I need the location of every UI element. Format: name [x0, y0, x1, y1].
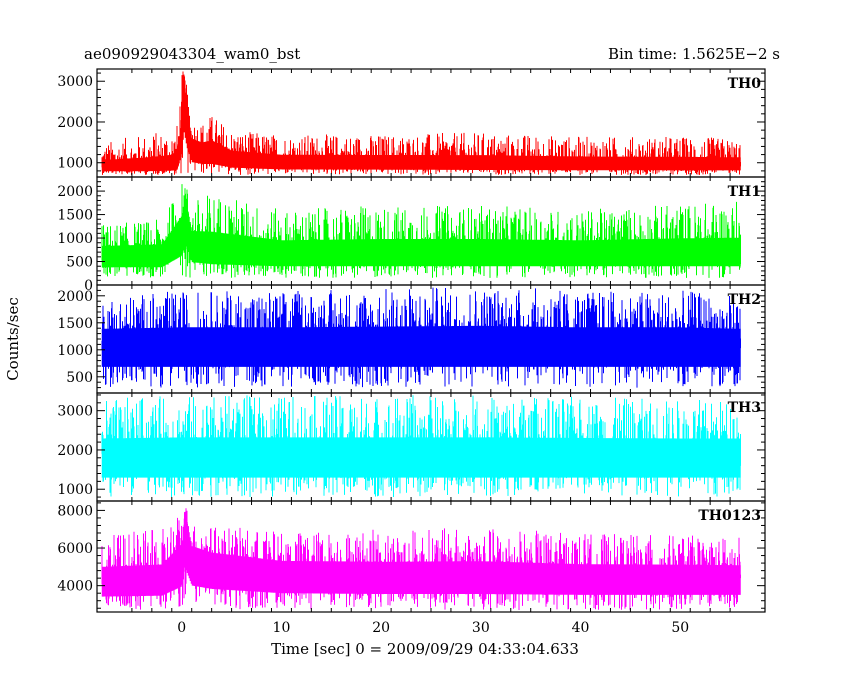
y-tick-label: 0	[84, 278, 93, 294]
y-tick-label: 500	[66, 255, 93, 271]
y-tick-label: 1500	[57, 316, 93, 332]
panel-label: TH0123	[698, 508, 761, 524]
y-tick-label: 3000	[57, 74, 93, 90]
y-tick-label: 1000	[57, 343, 93, 359]
y-tick-label: 6000	[57, 541, 93, 557]
y-tick-label: 2000	[57, 289, 93, 305]
y-axis-label: Counts/sec	[4, 297, 22, 381]
y-tick-label: 2000	[57, 443, 93, 459]
y-tick-label: 1000	[57, 156, 93, 172]
series-line-th0	[101, 71, 741, 175]
x-tick-label: 50	[671, 620, 689, 636]
x-tick-labels: 0 10 20 30 40 50	[177, 620, 689, 636]
x-tick-label: 0	[177, 620, 186, 636]
panel-th2: 500 1000 1500 2000 TH2	[57, 284, 766, 394]
series-line-th3	[101, 395, 741, 497]
panel-th1: 0 500 1000 1500 2000 TH1	[57, 176, 766, 294]
series-line-th0123	[101, 508, 741, 610]
chart-title: ae090929043304_wam0_bst	[84, 45, 300, 63]
panel-label: TH2	[728, 292, 761, 308]
panel-th3: 1000 2000 3000 TH3	[57, 392, 766, 502]
y-tick-label: 3000	[57, 404, 93, 420]
x-tick-label: 40	[572, 620, 590, 636]
x-tick-label: 10	[273, 620, 291, 636]
panel-label: TH3	[728, 400, 761, 416]
x-tick-label: 20	[372, 620, 390, 636]
y-tick-label: 2000	[57, 115, 93, 131]
y-tick-label: 1000	[57, 231, 93, 247]
x-tick-label: 30	[472, 620, 490, 636]
y-tick-label: 2000	[57, 184, 93, 200]
series-line-th1	[101, 184, 741, 278]
panel-th0123: 4000 6000 8000 TH0123	[57, 500, 766, 613]
bin-time-label: Bin time: 1.5625E−2 s	[608, 45, 780, 63]
y-tick-label: 4000	[57, 579, 93, 595]
y-tick-label: 1500	[57, 208, 93, 224]
y-tick-label: 1000	[57, 482, 93, 498]
y-tick-label: 8000	[57, 503, 93, 519]
y-tick-label: 500	[66, 370, 93, 386]
panel-th0: 1000 2000 3000 TH0	[57, 68, 766, 178]
panel-label: TH1	[728, 184, 761, 200]
panel-label: TH0	[728, 76, 762, 92]
x-axis-label: Time [sec] 0 = 2009/09/29 04:33:04.633	[271, 640, 579, 658]
series-line-th2	[101, 287, 741, 388]
